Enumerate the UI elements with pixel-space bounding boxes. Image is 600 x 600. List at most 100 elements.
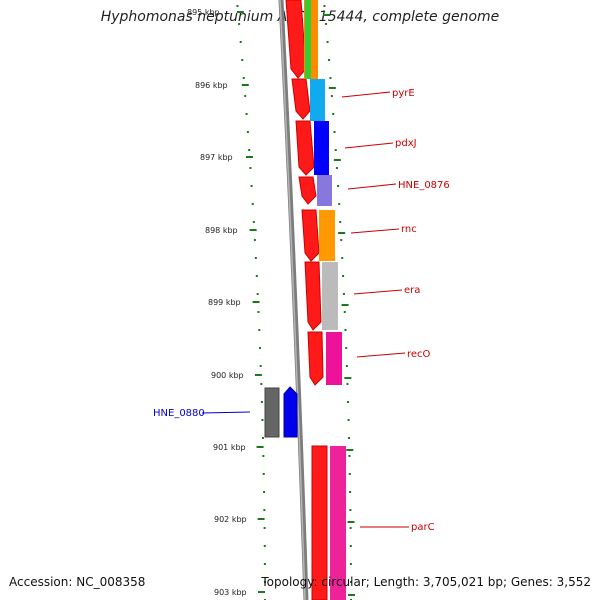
track-dot xyxy=(347,401,350,403)
leader-line xyxy=(347,183,397,190)
gene-feature[interactable] xyxy=(295,120,315,176)
category-block xyxy=(314,121,329,175)
track-dot xyxy=(348,473,351,475)
reverse-gene-track xyxy=(264,386,298,438)
track-dot xyxy=(349,527,352,529)
gene-label-rnc[interactable]: rnc xyxy=(401,224,417,235)
gene-feature[interactable] xyxy=(285,0,307,79)
track-dot xyxy=(337,185,340,187)
gene-label-reco[interactable]: recO xyxy=(407,349,431,360)
track-dot xyxy=(236,5,239,7)
track-dot xyxy=(263,545,266,547)
leader-line xyxy=(344,142,394,149)
track-dot xyxy=(330,95,333,97)
leader-line xyxy=(341,91,391,98)
track-dot xyxy=(242,77,245,79)
category-block xyxy=(310,79,325,121)
track-dot xyxy=(259,365,262,367)
track-dot xyxy=(342,275,345,277)
track-dot xyxy=(344,329,347,331)
track-dot xyxy=(248,149,251,151)
track-dot xyxy=(254,257,257,259)
gene-feature[interactable] xyxy=(283,386,298,438)
gene-label-pyre[interactable]: pyrE xyxy=(392,88,415,99)
track-dot xyxy=(241,59,244,61)
track-dot xyxy=(258,329,261,331)
gene-label-era[interactable]: era xyxy=(404,285,420,296)
category-block xyxy=(317,175,332,206)
track-dot xyxy=(323,5,326,7)
track-dot xyxy=(333,131,336,133)
track-dot xyxy=(263,491,266,493)
gene-feature[interactable] xyxy=(301,209,320,262)
gene-feature[interactable] xyxy=(298,176,317,205)
scale-label: 899 kbp xyxy=(208,298,241,307)
track-dot xyxy=(348,455,351,457)
gene-label-pdxj[interactable]: pdxJ xyxy=(395,138,417,149)
track-dot xyxy=(345,347,348,349)
track-dot xyxy=(349,491,352,493)
track-dot xyxy=(249,167,252,169)
track-dot xyxy=(334,149,337,151)
track-dot xyxy=(329,77,332,79)
gene-feature[interactable] xyxy=(291,78,311,120)
scale-label: 896 kbp xyxy=(195,81,228,90)
gene-label-hne0876[interactable]: HNE_0876 xyxy=(398,180,450,191)
track-dot xyxy=(343,311,346,313)
track-dot xyxy=(263,509,266,511)
genome-summary-text: Topology: circular; Length: 3,705,021 bp… xyxy=(261,575,591,589)
scale-label: 897 kbp xyxy=(200,153,233,162)
scale-label: 898 kbp xyxy=(205,226,238,235)
track-dot xyxy=(263,563,266,565)
track-dot xyxy=(339,221,342,223)
track-dot xyxy=(328,59,331,61)
leader-line xyxy=(201,411,251,414)
category-block xyxy=(326,332,342,385)
track-dot xyxy=(250,185,253,187)
scale-label: 903 kbp xyxy=(214,588,247,597)
category-track xyxy=(304,0,346,600)
accession-text: Accession: NC_008358 xyxy=(9,575,146,589)
gene-feature[interactable] xyxy=(304,261,322,331)
track-dot xyxy=(349,545,352,547)
track-dot xyxy=(345,365,348,367)
gene-leader-lines xyxy=(201,91,409,528)
scale-label: 900 kbp xyxy=(211,371,244,380)
track-dot xyxy=(259,347,262,349)
leader-line xyxy=(356,352,406,358)
track-dot xyxy=(246,131,249,133)
track-dot xyxy=(253,239,256,241)
gene-feature[interactable] xyxy=(264,387,280,438)
track-dot xyxy=(342,293,345,295)
category-block xyxy=(319,210,335,261)
category-block xyxy=(322,262,338,330)
outer-tick-track xyxy=(236,5,266,600)
track-dot xyxy=(245,113,248,115)
leader-line xyxy=(353,289,403,295)
scale-label: 895 kbp xyxy=(187,8,220,17)
track-dot xyxy=(348,437,351,439)
gene-feature[interactable] xyxy=(307,331,324,386)
track-dot xyxy=(332,113,335,115)
track-dot xyxy=(349,509,352,511)
track-dot xyxy=(335,167,338,169)
gene-feature[interactable] xyxy=(311,445,328,600)
track-dot xyxy=(325,23,328,25)
track-dot xyxy=(262,473,265,475)
gene-label-parc[interactable]: parC xyxy=(411,522,435,533)
gene-label-hne0880[interactable]: HNE_0880 xyxy=(153,408,205,419)
scale-ticks xyxy=(236,11,355,596)
forward-gene-track xyxy=(285,0,328,600)
track-dot xyxy=(346,383,349,385)
genome-backbone-highlight xyxy=(279,0,306,600)
track-dot xyxy=(257,311,260,313)
track-dot xyxy=(341,257,344,259)
track-dot xyxy=(340,239,343,241)
track-dot xyxy=(238,23,241,25)
track-dot xyxy=(262,455,265,457)
track-dot xyxy=(261,437,264,439)
track-dot xyxy=(347,419,350,421)
track-dot xyxy=(338,203,341,205)
